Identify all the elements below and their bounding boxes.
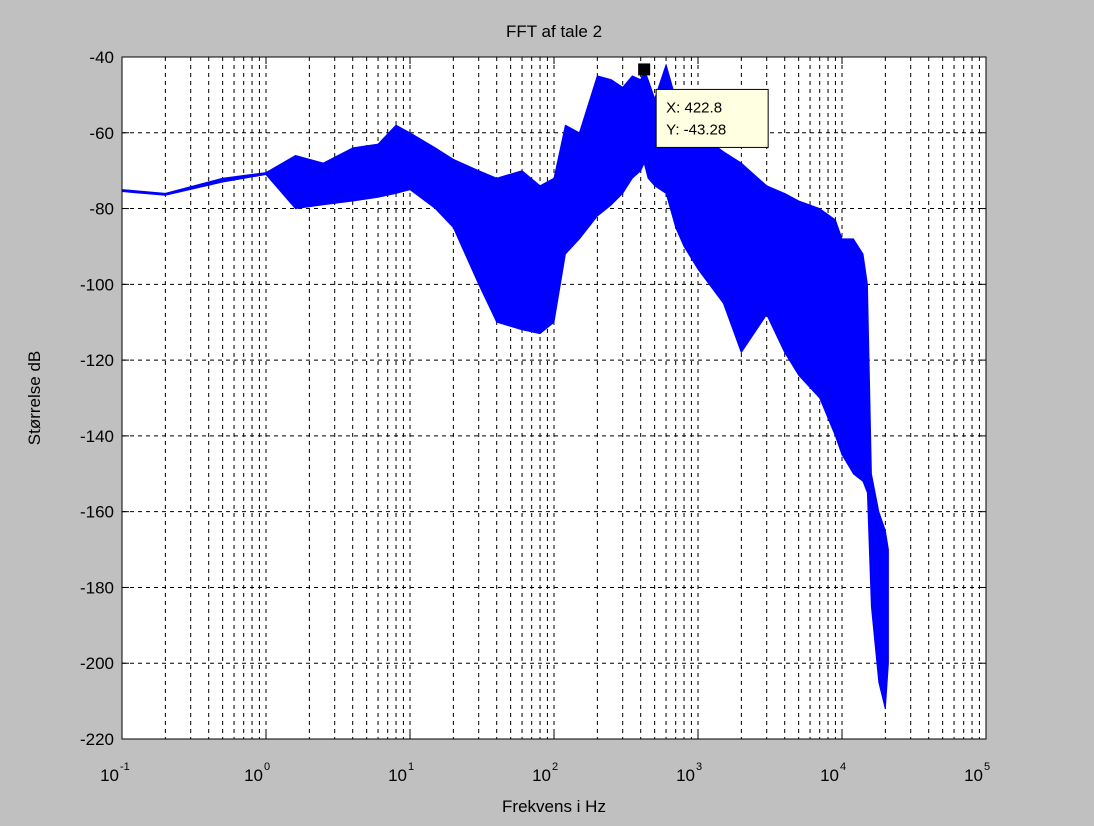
- y-tick-label: -80: [89, 200, 114, 219]
- x-tick-label: 10 3: [676, 761, 702, 785]
- x-axis-label: Frekvens i Hz: [502, 797, 606, 816]
- y-tick-label: -160: [80, 503, 114, 522]
- chart-title: FFT af tale 2: [506, 22, 602, 41]
- x-tick-label-base: 10: [820, 766, 839, 785]
- x-tick-label-exponent: 3: [696, 761, 702, 773]
- y-tick-label: -60: [89, 124, 114, 143]
- data-tip-y-label: Y: -43.28: [666, 121, 726, 138]
- axis-ticks: [121, 56, 987, 740]
- x-tick-label-base: 10: [388, 766, 407, 785]
- x-tick-label-base: 10: [100, 766, 119, 785]
- y-tick-label: -40: [89, 48, 114, 67]
- x-tick-label-exponent: 5: [984, 761, 990, 773]
- x-tick-label: 10 -1: [100, 761, 130, 785]
- y-tick-label: -100: [80, 275, 114, 294]
- x-tick-label-base: 10: [676, 766, 695, 785]
- x-tick-label-base: 10: [244, 766, 263, 785]
- data-tip-marker[interactable]: [638, 63, 651, 76]
- y-tick-label: -200: [80, 654, 114, 673]
- x-tick-labels: 10 -1 10 0 10 1 10 2 10 3 10 4 10 5: [100, 761, 990, 785]
- y-tick-label: -220: [80, 730, 114, 749]
- x-tick-label: 10 4: [820, 761, 846, 785]
- x-tick-label-base: 10: [964, 766, 983, 785]
- data-tip[interactable]: X: 422.8 Y: -43.28: [638, 63, 769, 148]
- y-tick-label: -120: [80, 351, 114, 370]
- y-tick-label: -140: [80, 427, 114, 446]
- data-tip-box: [655, 88, 769, 148]
- x-tick-label: 10 5: [964, 761, 990, 785]
- x-tick-label: 10 2: [532, 761, 558, 785]
- data-tip-x-label: X: 422.8: [666, 99, 722, 116]
- y-axis-label: Størrelse dB: [25, 351, 44, 445]
- y-tick-label: -180: [80, 578, 114, 597]
- x-tick-label-exponent: 1: [408, 761, 414, 773]
- x-tick-label-exponent: 4: [840, 761, 846, 773]
- x-tick-label: 10 0: [244, 761, 270, 785]
- x-tick-label-base: 10: [532, 766, 551, 785]
- x-tick-label-exponent: 2: [552, 761, 558, 773]
- fft-magnitude-series: [121, 64, 889, 710]
- x-tick-label-exponent: 0: [264, 761, 270, 773]
- x-tick-label: 10 1: [388, 761, 414, 785]
- x-tick-label-exponent: -1: [120, 761, 130, 773]
- y-tick-labels: -40 -60 -80 -100 -120 -140 -160 -180 -200 -220: [80, 48, 114, 749]
